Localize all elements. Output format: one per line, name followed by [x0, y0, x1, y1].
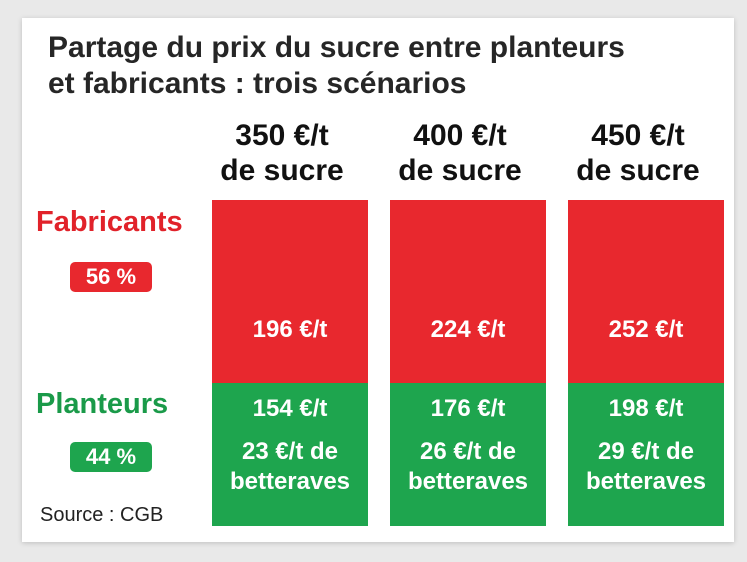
source-note: Source : CGB — [40, 504, 164, 526]
category-label-line-1: 450 €/t — [591, 119, 685, 152]
chart-title-line-2: et fabricants : trois scénarios — [48, 67, 467, 100]
bar-segment-planteurs: 176 €/t 26 €/t de betteraves — [390, 383, 546, 526]
data-label-betteraves: 29 €/t de betteraves — [568, 437, 724, 497]
bar-350: 196 €/t 154 €/t 23 €/t de betteraves — [212, 200, 368, 526]
bar-400: 224 €/t 176 €/t 26 €/t de betteraves — [390, 200, 546, 526]
category-label-450: 450 €/t de sucre — [558, 118, 718, 188]
legend-planteurs: Planteurs — [36, 388, 169, 420]
bar-segment-fabricants: 252 €/t — [568, 200, 724, 383]
data-label-planteurs: 198 €/t — [608, 395, 684, 422]
data-label-betteraves: 23 €/t de betteraves — [212, 437, 368, 497]
data-label-fabricants: 196 €/t — [252, 316, 328, 343]
betteraves-line-1: 26 €/t de — [419, 438, 517, 465]
bar-450: 252 €/t 198 €/t 29 €/t de betteraves — [568, 200, 724, 526]
share-badge-planteurs: 44 % — [70, 442, 152, 472]
category-label-350: 350 €/t de sucre — [202, 118, 362, 188]
category-label-line-1: 400 €/t — [413, 119, 507, 152]
chart-card: Partage du prix du sucre entre planteurs… — [22, 18, 734, 542]
chart-title-line-1: Partage du prix du sucre entre planteurs — [48, 31, 625, 64]
bar-segment-fabricants: 224 €/t — [390, 200, 546, 383]
category-label-line-2: de sucre — [220, 154, 344, 187]
data-label-fabricants: 252 €/t — [608, 316, 684, 343]
data-label-betteraves: 26 €/t de betteraves — [390, 437, 546, 497]
betteraves-line-2: betteraves — [585, 468, 707, 495]
share-badge-fabricants: 56 % — [70, 262, 152, 292]
bar-segment-planteurs: 198 €/t 29 €/t de betteraves — [568, 383, 724, 526]
category-label-line-2: de sucre — [576, 154, 700, 187]
betteraves-line-1: 23 €/t de — [241, 438, 339, 465]
category-label-400: 400 €/t de sucre — [380, 118, 540, 188]
chart-title: Partage du prix du sucre entre planteurs… — [48, 30, 728, 102]
category-label-line-1: 350 €/t — [235, 119, 329, 152]
legend-fabricants: Fabricants — [36, 206, 183, 238]
category-label-line-2: de sucre — [398, 154, 522, 187]
bar-segment-fabricants: 196 €/t — [212, 200, 368, 383]
data-label-planteurs: 176 €/t — [430, 395, 506, 422]
betteraves-line-2: betteraves — [407, 468, 529, 495]
bar-segment-planteurs: 154 €/t 23 €/t de betteraves — [212, 383, 368, 526]
data-label-planteurs: 154 €/t — [252, 395, 328, 422]
betteraves-line-2: betteraves — [229, 468, 351, 495]
data-label-fabricants: 224 €/t — [430, 316, 506, 343]
betteraves-line-1: 29 €/t de — [597, 438, 695, 465]
